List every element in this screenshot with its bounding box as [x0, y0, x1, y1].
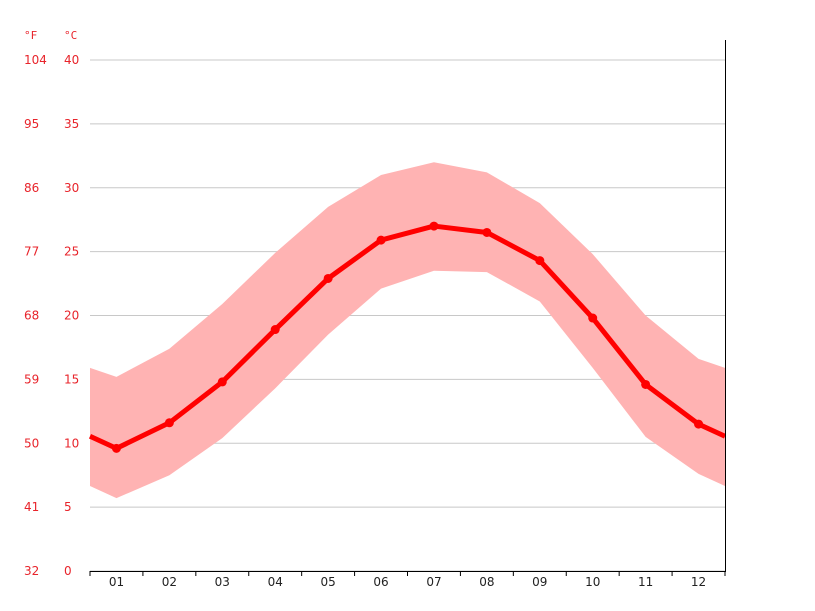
x-tick-label-12: 12: [691, 575, 706, 589]
data-point-05: [323, 273, 333, 283]
average-temperature-line: [88, 223, 727, 451]
y-tick-label-celsius: 20: [64, 309, 79, 323]
y-tick-label-celsius: 15: [64, 372, 79, 386]
y-tick-label-celsius: 35: [64, 117, 79, 131]
x-tick-label-04: 04: [268, 575, 283, 589]
y-tick-label-fahrenheit: 77: [24, 245, 39, 259]
axes: [89, 40, 726, 576]
data-point-01: [111, 443, 121, 453]
data-point-12: [694, 419, 704, 429]
data-point-02: [164, 418, 174, 428]
x-tick-label-08: 08: [479, 575, 494, 589]
y-tick-label-fahrenheit: 41: [24, 500, 39, 514]
y-tick-label-celsius: 0: [64, 564, 72, 578]
data-point-03: [217, 377, 227, 387]
x-axis-labels: 01 02 03 04 05 06 07 08 09 10 11 12: [109, 575, 706, 589]
y-tick-label-fahrenheit: 32: [24, 564, 39, 578]
x-tick-label-03: 03: [215, 575, 230, 589]
celsius-unit-label: °C: [64, 29, 77, 42]
data-point-06: [376, 235, 386, 245]
y-tick-label-fahrenheit: 59: [24, 372, 39, 386]
x-tick-label-10: 10: [585, 575, 600, 589]
data-point-09: [535, 256, 545, 266]
x-tick-label-02: 02: [162, 575, 177, 589]
y-tick-label-fahrenheit: 95: [24, 117, 39, 131]
data-point-04: [270, 325, 280, 335]
x-tick-label-01: 01: [109, 575, 124, 589]
y-tick-label-celsius: 25: [64, 245, 79, 259]
x-tick-label-07: 07: [426, 575, 441, 589]
y-tick-label-fahrenheit: 104: [24, 53, 47, 67]
y-tick-label-fahrenheit: 68: [24, 309, 39, 323]
x-tick-label-09: 09: [532, 575, 547, 589]
data-point-10: [588, 313, 598, 323]
y-axis-labels: 0 32 5 41 10 50 15 59 20 68 25 77 30 86 35 95 40 104: [24, 53, 79, 578]
data-point-11: [641, 379, 651, 389]
y-tick-label-fahrenheit: 50: [24, 436, 39, 450]
data-point-07: [429, 221, 439, 231]
fahrenheit-unit-label: °F: [24, 29, 37, 42]
x-tick-label-05: 05: [320, 575, 335, 589]
x-tick-label-11: 11: [638, 575, 653, 589]
data-point-08: [482, 227, 492, 237]
x-tick-label-06: 06: [373, 575, 388, 589]
y-tick-label-celsius: 30: [64, 181, 79, 195]
temperature-range-band: [90, 162, 725, 499]
y-tick-label-celsius: 10: [64, 436, 79, 450]
y-tick-label-celsius: 40: [64, 53, 79, 67]
y-tick-label-celsius: 5: [64, 500, 72, 514]
y-tick-label-fahrenheit: 86: [24, 181, 39, 195]
average-temperature-points: [111, 221, 704, 453]
